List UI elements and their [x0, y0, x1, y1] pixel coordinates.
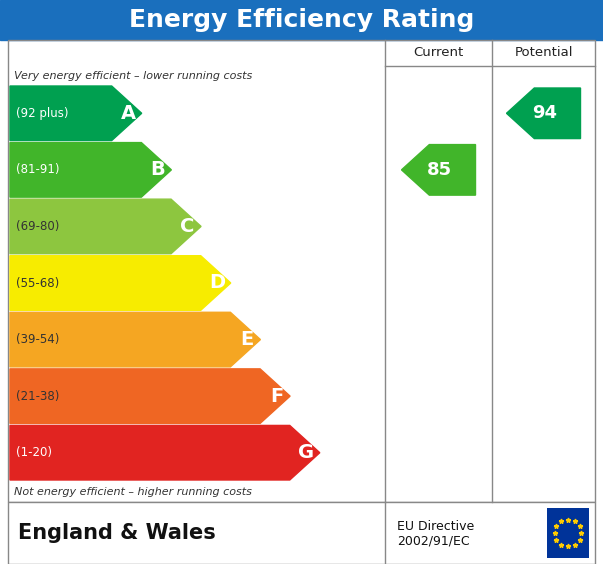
Bar: [547, 508, 589, 558]
Text: (39-54): (39-54): [16, 333, 59, 346]
Polygon shape: [10, 199, 201, 254]
Text: 85: 85: [428, 161, 452, 179]
Polygon shape: [10, 369, 290, 424]
Polygon shape: [10, 312, 260, 367]
Polygon shape: [10, 425, 320, 480]
Bar: [8, 502, 595, 564]
Bar: [8, 40, 595, 502]
Text: F: F: [270, 387, 283, 406]
Text: EU Directive: EU Directive: [397, 521, 474, 534]
Text: (92 plus): (92 plus): [16, 107, 69, 120]
Text: D: D: [209, 274, 226, 293]
Text: Very energy efficient – lower running costs: Very energy efficient – lower running co…: [14, 71, 252, 81]
Text: (55-68): (55-68): [16, 276, 59, 289]
Polygon shape: [10, 86, 142, 140]
Text: (69-80): (69-80): [16, 220, 59, 233]
Text: Potential: Potential: [514, 46, 573, 59]
Text: Energy Efficiency Rating: Energy Efficiency Rating: [129, 8, 474, 32]
Text: (1-20): (1-20): [16, 446, 52, 459]
Text: A: A: [121, 104, 136, 123]
Polygon shape: [507, 88, 581, 139]
Polygon shape: [10, 143, 171, 197]
Text: C: C: [180, 217, 195, 236]
Text: England & Wales: England & Wales: [18, 523, 216, 543]
Text: Current: Current: [414, 46, 464, 59]
Bar: [0, 0, 603, 40]
Text: 2002/91/EC: 2002/91/EC: [397, 535, 470, 548]
Text: 94: 94: [532, 104, 557, 122]
Polygon shape: [10, 255, 231, 310]
Polygon shape: [402, 144, 476, 195]
Text: (81-91): (81-91): [16, 164, 60, 177]
Text: (21-38): (21-38): [16, 390, 59, 403]
Text: Not energy efficient – higher running costs: Not energy efficient – higher running co…: [14, 487, 252, 497]
Text: B: B: [151, 160, 165, 179]
Text: E: E: [240, 330, 253, 349]
Text: G: G: [298, 443, 314, 462]
